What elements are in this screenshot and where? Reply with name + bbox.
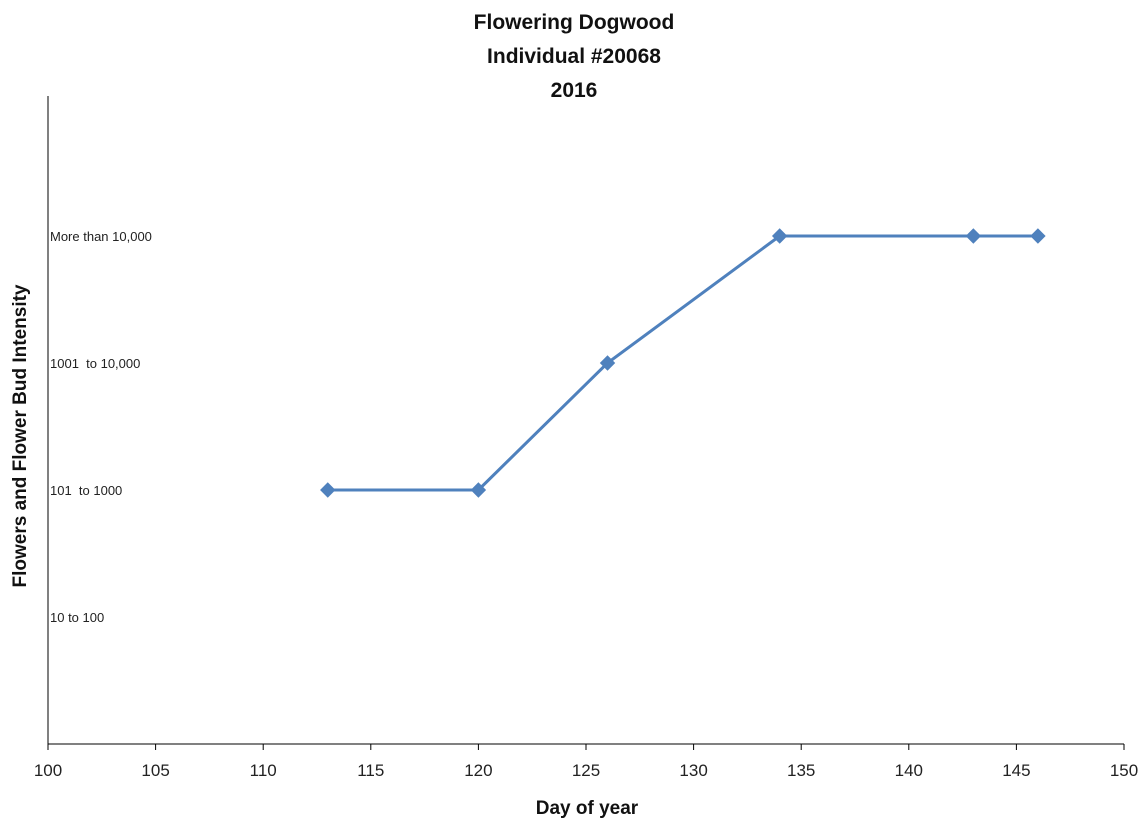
axes [47,96,1125,750]
chart-title: Flowering Dogwood Individual #20068 2016 [0,6,1148,108]
x-tick-label: 110 [250,761,277,780]
x-tick-label: 105 [141,761,169,780]
x-tick-labels: 100 105 110 115 120 125 130 135 140 145 150 [34,761,1138,780]
chart-title-line-2: Individual #20068 [487,45,661,68]
y-tick-label: 1001 to 10,000 [50,356,140,371]
x-tick-label: 125 [572,761,600,780]
chart-title-line-1: Flowering Dogwood [473,11,675,34]
series-group [320,228,1046,498]
y-axis-title: Flowers and Flower Bud Intensity [10,284,31,587]
x-tick-label: 145 [1002,761,1030,780]
x-tick-label: 140 [895,761,923,780]
x-tick-label: 130 [679,761,707,780]
series-line [327,234,1038,492]
chart-title-line-3: 2016 [550,79,598,102]
y-tick-label: More than 10,000 [50,229,152,244]
data-point-marker [599,355,616,371]
y-tick-labels: 10 to 100 101 to 1000 1001 to 10,000 More t… [50,229,152,625]
data-point-marker [771,228,788,244]
data-point-marker [1030,228,1046,244]
y-tick-label: 101 to 1000 [50,483,122,498]
x-tick-label: 120 [464,761,492,780]
y-tick-label: 10 to 100 [50,610,104,625]
x-tick-label: 100 [34,761,62,780]
data-point-marker [470,482,487,498]
x-tick-label: 115 [357,761,384,780]
data-point-marker [965,228,982,244]
x-tick-label: 135 [787,761,815,780]
x-axis-title: Day of year [536,798,639,819]
data-point-marker [320,482,336,498]
x-tick-label: 150 [1110,761,1138,780]
